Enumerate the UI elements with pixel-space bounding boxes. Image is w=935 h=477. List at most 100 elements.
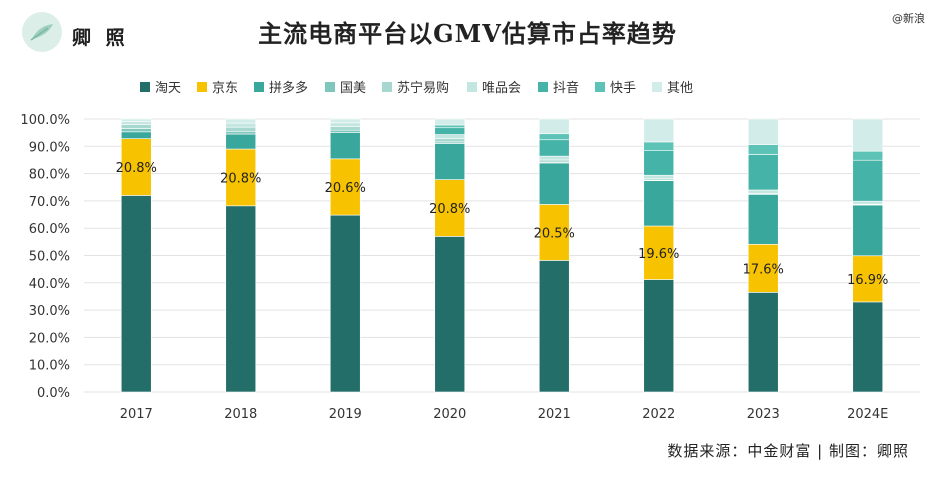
data-label: 20.8% [116, 161, 157, 176]
bar-segment [852, 150, 884, 161]
bar-segment [747, 292, 779, 393]
x-tick-label: 2018 [224, 407, 257, 422]
brand-name: 卿 照 [72, 27, 129, 49]
bar-segment [434, 134, 466, 139]
bar-segment [538, 133, 570, 141]
leaf-icon [30, 24, 53, 41]
y-tick-label: 30.0% [29, 304, 70, 319]
legend-label: 唯品会 [482, 81, 521, 96]
bar-segment [120, 195, 152, 393]
bar-segment [538, 204, 570, 261]
bar-segment [852, 159, 884, 202]
data-label: 20.8% [429, 202, 470, 217]
bar-segment [434, 236, 466, 393]
y-tick-label: 100.0% [20, 113, 70, 128]
bar-segment [643, 141, 675, 151]
legend-swatch [140, 82, 150, 92]
legend-label: 京东 [212, 81, 238, 96]
x-tick-label: 2021 [538, 407, 571, 422]
data-label: 17.6% [743, 262, 784, 277]
data-labels: 20.8% 20.8% 20.6% 20.8% 20.5% 19.6% 17.6% 16.9% [116, 161, 889, 288]
bar-segment [538, 139, 570, 157]
bar-segment [434, 138, 466, 143]
bar-segment [747, 154, 779, 191]
chart-title: 主流电商平台以GMV估算市占率趋势 [258, 19, 677, 48]
x-tick-label: 2023 [747, 407, 780, 422]
bar-segment [643, 150, 675, 176]
bar-segment [225, 205, 257, 393]
bar-segment [538, 159, 570, 163]
bar-segment [434, 143, 466, 180]
legend-label: 国美 [340, 81, 366, 96]
data-label: 20.6% [325, 181, 366, 196]
bar-segment [225, 118, 257, 124]
bar-segment [747, 194, 779, 245]
x-tick-label: 2017 [120, 407, 153, 422]
legend-label: 快手 [610, 81, 636, 96]
bar-segment [852, 204, 884, 257]
bar-segment [225, 126, 257, 132]
legend-swatch [538, 82, 548, 92]
x-tick-label: 2022 [642, 407, 675, 422]
bar-segment [747, 144, 779, 155]
bar-segment [747, 244, 779, 293]
y-tick-label: 80.0% [29, 168, 70, 183]
bar-segment [225, 130, 257, 135]
bar-segment [120, 138, 152, 196]
bar-segment [434, 124, 466, 129]
data-label: 20.5% [534, 226, 575, 241]
x-tick-label: 2019 [329, 407, 362, 422]
bar-segment [747, 118, 779, 145]
bar-segment [852, 118, 884, 152]
source-note: 数据来源：中金财富 | 制图：卿照 [667, 442, 909, 460]
bar-segment [643, 279, 675, 393]
bar-segment [852, 301, 884, 393]
bar-segment [225, 148, 257, 207]
logo [22, 12, 62, 52]
bar-segment [225, 133, 257, 150]
legend-swatch [197, 82, 207, 92]
bar-segment [120, 128, 152, 133]
bar-segment [120, 121, 152, 125]
y-tick-label: 40.0% [29, 277, 70, 292]
bar-segment [120, 118, 152, 123]
legend-swatch [254, 82, 264, 92]
bar-segment [434, 179, 466, 237]
y-tick-label: 90.0% [29, 140, 70, 155]
corner-mark: @新浪 [892, 12, 925, 25]
bar-segment [329, 126, 361, 131]
bar-segment [852, 255, 884, 303]
y-tick-label: 10.0% [29, 359, 70, 374]
legend-label: 抖音 [553, 80, 579, 96]
bar-segment [538, 155, 570, 161]
bar-segment [329, 158, 361, 216]
bar-segment [225, 122, 257, 128]
gridlines [84, 118, 920, 393]
legend-label: 淘天 [155, 81, 181, 96]
bar-segment [434, 118, 466, 126]
data-label: 20.8% [220, 171, 261, 186]
legend-swatch [467, 82, 477, 92]
legend-swatch [595, 82, 605, 92]
legend-label: 其他 [667, 81, 693, 96]
bar-segment [643, 225, 675, 280]
bar-segment [120, 124, 152, 129]
x-axis: 2017 2018 2019 2020 2021 2022 2023 2024E [120, 407, 889, 422]
legend-swatch [652, 82, 662, 92]
legend-label: 拼多多 [269, 80, 308, 96]
bar-area [120, 118, 884, 393]
x-tick-label: 2024E [847, 407, 888, 422]
bar-segment [538, 162, 570, 205]
data-label: 19.6% [638, 247, 679, 262]
legend-label: 苏宁易购 [397, 80, 449, 96]
bar-segment [329, 122, 361, 127]
bar-segment [538, 260, 570, 393]
bar-segment [329, 214, 361, 393]
bar-segment [434, 127, 466, 135]
y-tick-label: 0.0% [37, 386, 70, 401]
bar-segment [329, 129, 361, 133]
legend-swatch [382, 82, 392, 92]
bar-segment [747, 189, 779, 194]
x-tick-label: 2020 [433, 407, 466, 422]
